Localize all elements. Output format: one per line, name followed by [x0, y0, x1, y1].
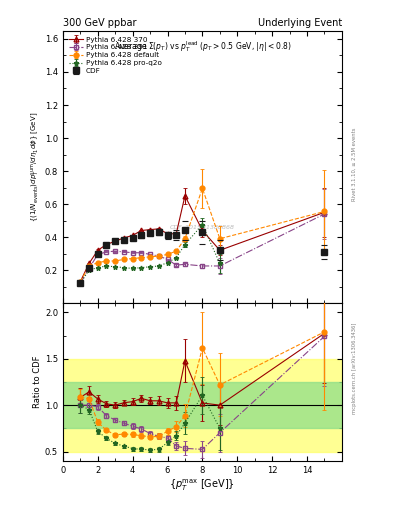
- Text: Average $\Sigma(p_T)$ vs $p_T^\mathrm{lead}$ ($p_T > 0.5$ GeV, $|\eta| < 0.8$): Average $\Sigma(p_T)$ vs $p_T^\mathrm{le…: [114, 39, 291, 54]
- Legend: Pythia 6.428 370, Pythia 6.428 391, Pythia 6.428 default, Pythia 6.428 pro-q2o, : Pythia 6.428 370, Pythia 6.428 391, Pyth…: [66, 34, 164, 76]
- X-axis label: $\{p_T^\mathrm{max}$ [GeV]$\}$: $\{p_T^\mathrm{max}$ [GeV]$\}$: [169, 477, 235, 493]
- Text: Underlying Event: Underlying Event: [258, 18, 342, 28]
- Y-axis label: $\{(1/N_\mathrm{events}) dp_T^\mathrm{sum}/d\eta_1 d\phi\}$ [GeV]: $\{(1/N_\mathrm{events}) dp_T^\mathrm{su…: [30, 112, 42, 222]
- Bar: [63, 382, 342, 429]
- Text: 300 GeV ppbar: 300 GeV ppbar: [63, 18, 136, 28]
- Text: Rivet 3.1.10, ≥ 2.5M events: Rivet 3.1.10, ≥ 2.5M events: [352, 127, 357, 201]
- Text: CDF_2015_I1388868: CDF_2015_I1388868: [170, 224, 235, 230]
- Text: mcplots.cern.ch [arXiv:1306.3436]: mcplots.cern.ch [arXiv:1306.3436]: [352, 323, 357, 414]
- Y-axis label: Ratio to CDF: Ratio to CDF: [33, 356, 42, 408]
- Bar: [63, 359, 342, 452]
